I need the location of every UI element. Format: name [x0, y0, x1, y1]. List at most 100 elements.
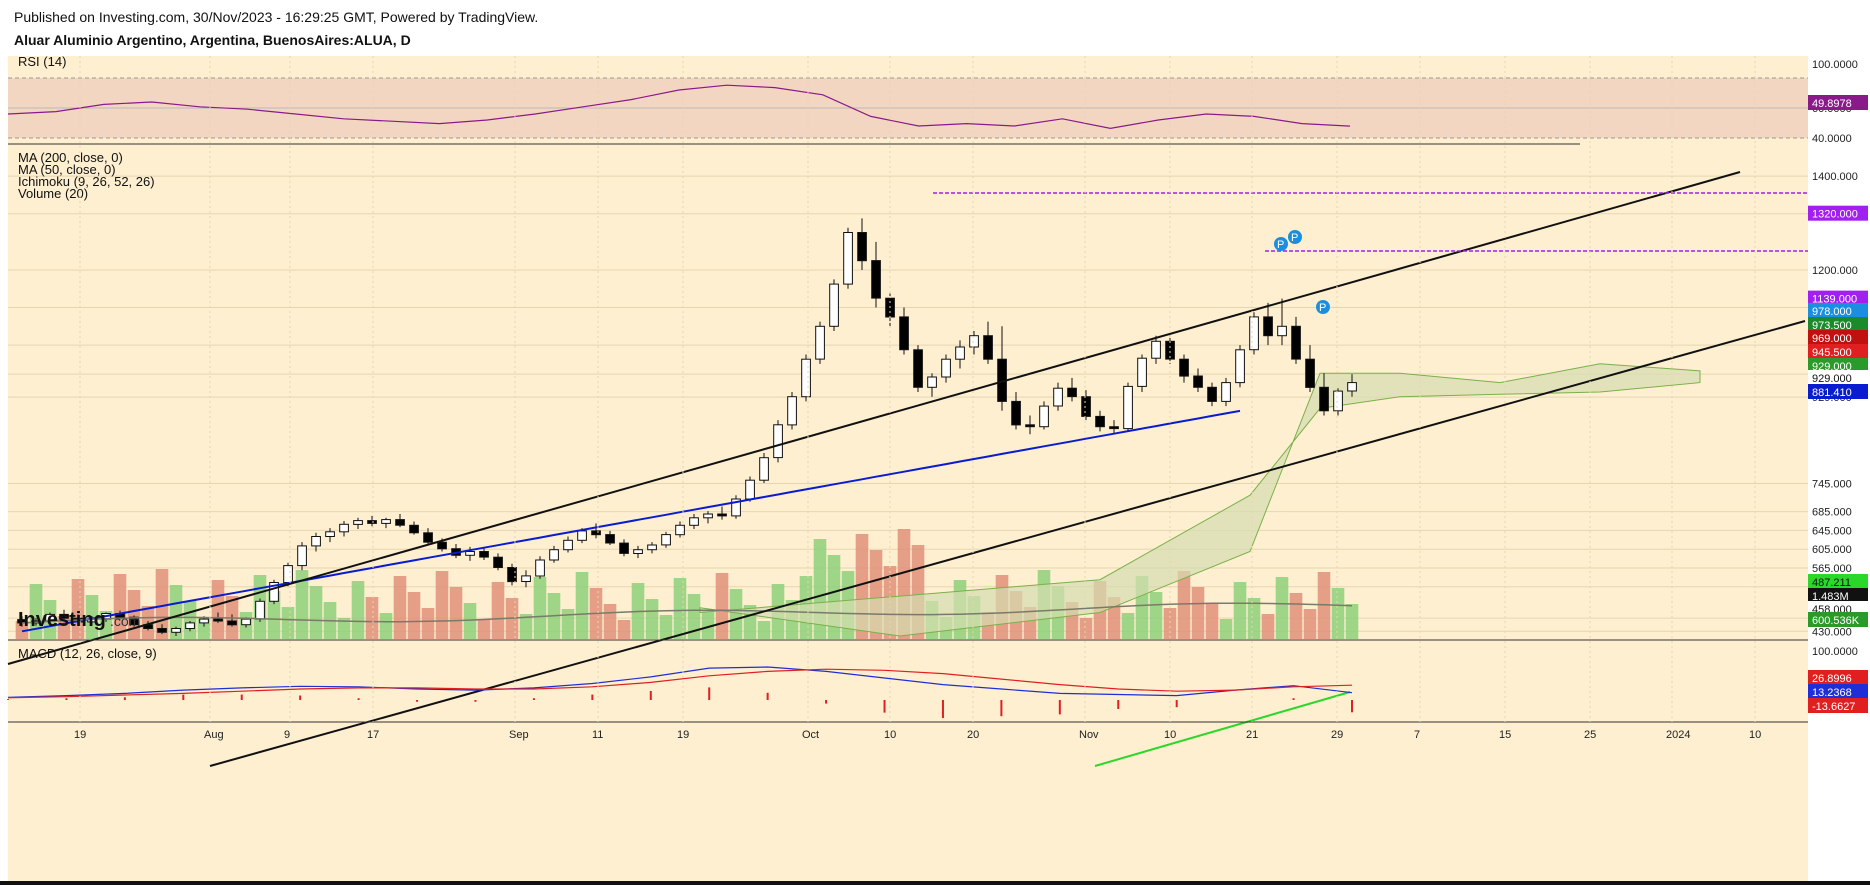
volume-bar	[1121, 613, 1135, 639]
logo-suffix: .com	[110, 613, 140, 629]
candle	[1333, 390, 1343, 412]
volume-bar	[687, 594, 701, 639]
pivot-icon[interactable]	[1274, 237, 1288, 251]
volume-bar	[659, 615, 673, 639]
candle	[241, 618, 251, 626]
pivot-label: P	[1319, 302, 1326, 314]
candle	[871, 260, 881, 299]
pivot-icon[interactable]	[1288, 230, 1302, 244]
candle	[1305, 358, 1315, 388]
pivot-markers: P P P	[1274, 230, 1330, 314]
price-value-tag-box	[1808, 358, 1868, 373]
candle	[703, 513, 713, 519]
candle	[1039, 405, 1049, 428]
macd-value-tag: -13.6627	[1812, 701, 1855, 713]
time-tick-label: 20	[967, 729, 979, 741]
volume-bar	[1331, 588, 1345, 639]
rsi-line	[7, 84, 1351, 130]
time-tick-label: 25	[1584, 729, 1596, 741]
candle	[549, 549, 559, 561]
candle	[199, 618, 209, 624]
volume-bar	[1163, 608, 1177, 639]
macd-value-tag-box	[1808, 684, 1868, 699]
candle	[857, 232, 867, 262]
cloud-area	[699, 363, 1701, 637]
volume-bar	[211, 580, 225, 639]
volume-bar	[113, 574, 127, 639]
candle	[1151, 340, 1161, 359]
candle	[899, 316, 909, 351]
volume-bar	[617, 620, 631, 639]
candle	[661, 534, 671, 546]
volume-bar	[435, 571, 449, 639]
candle	[535, 559, 545, 577]
candle	[1067, 387, 1077, 398]
symbol-title: Aluar Aluminio Argentino, Argentina, Bue…	[14, 32, 411, 48]
rsi-value-tag: 49.8978	[1812, 98, 1852, 110]
candle	[185, 622, 195, 630]
candle	[927, 376, 937, 388]
price-tick-label: 745.000	[1812, 479, 1852, 491]
rsi-tick-label: 100.0000	[1812, 59, 1858, 71]
channel-lower	[209, 320, 1806, 767]
price-value-tag: 881.410	[1812, 387, 1852, 399]
legend-ma200: MA (200, close, 0)	[18, 150, 123, 165]
time-tick-label: Sep	[509, 729, 529, 741]
pivot-icon[interactable]	[1316, 300, 1330, 314]
volume-bar	[1261, 614, 1275, 639]
price-value-tag-box	[1808, 612, 1868, 627]
legend-ma50: MA (50, close, 0)	[18, 162, 116, 177]
candle	[493, 556, 503, 569]
candle	[1347, 382, 1357, 392]
candle	[1263, 316, 1273, 337]
price-pane: MA (200, close, 0) MA (50, close, 0) Ich…	[7, 150, 1808, 767]
time-tick-label: 11	[592, 729, 603, 741]
price-value-tag: 487.211	[1812, 577, 1851, 589]
candle	[1011, 400, 1021, 426]
volume-bar	[1289, 593, 1303, 639]
macd-line	[7, 666, 1353, 698]
candle	[591, 530, 601, 536]
volume-bar	[477, 619, 491, 639]
candle	[969, 335, 979, 348]
chart-background	[8, 56, 1808, 881]
rsi-pane: RSI (14)	[7, 56, 1808, 145]
volume-bar	[365, 597, 379, 639]
candle	[1291, 325, 1301, 360]
candle	[787, 396, 797, 426]
price-value-tag: 945.500	[1812, 347, 1852, 359]
candle	[465, 551, 475, 556]
candle	[731, 498, 741, 517]
level-tag: 1139.000	[1812, 294, 1857, 306]
volume-bar	[393, 576, 407, 639]
volume-bar	[673, 578, 687, 639]
bottom-bar	[0, 881, 1870, 885]
candle	[689, 517, 699, 526]
candle	[1109, 426, 1119, 430]
macd-title: MACD (12, 26, close, 9)	[18, 646, 157, 661]
price-chart[interactable]: RSI (14) MA (200, close, 0) MA (50, clos…	[0, 56, 1870, 881]
price-value-tag: 969.000	[1812, 333, 1852, 345]
volume-bar	[1079, 618, 1093, 639]
candle	[913, 349, 923, 388]
price-value-tag: 978.000	[1812, 306, 1852, 318]
candle	[1095, 415, 1105, 428]
candle	[955, 346, 965, 360]
volume-bar	[449, 587, 463, 639]
candle	[745, 479, 755, 500]
price-value-tag-box	[1808, 574, 1868, 589]
time-tick-label: 21	[1246, 729, 1258, 741]
candle	[675, 524, 685, 536]
candle	[843, 232, 853, 285]
candle	[1249, 316, 1259, 351]
price-tick-label: 1200.000	[1812, 265, 1858, 277]
price-value-tag-box	[1808, 303, 1868, 318]
candle	[815, 325, 825, 360]
candle	[647, 544, 657, 551]
ichimoku-cloud	[699, 363, 1701, 637]
candle	[1235, 349, 1245, 384]
volume-bar	[1191, 587, 1205, 639]
time-tick-label: 19	[677, 729, 689, 741]
volume-bar	[337, 618, 351, 639]
volume-bar	[183, 601, 197, 639]
